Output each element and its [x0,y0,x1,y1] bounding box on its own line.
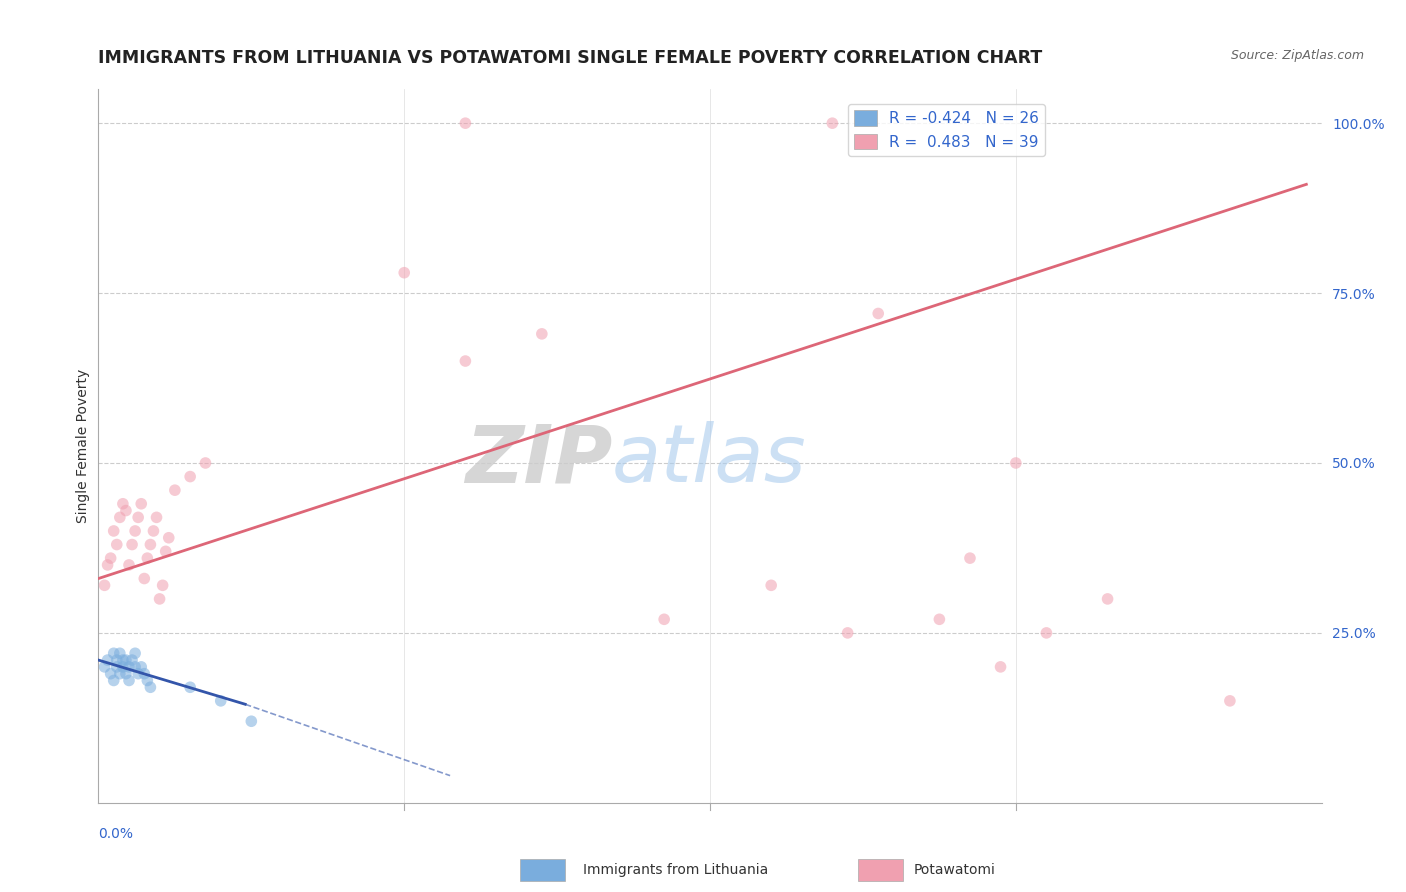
Text: Immigrants from Lithuania: Immigrants from Lithuania [583,863,769,877]
Text: IMMIGRANTS FROM LITHUANIA VS POTAWATOMI SINGLE FEMALE POVERTY CORRELATION CHART: IMMIGRANTS FROM LITHUANIA VS POTAWATOMI … [98,49,1043,67]
Point [145,510,167,524]
Point [97,653,120,667]
Y-axis label: Single Female Poverty: Single Female Poverty [76,369,90,523]
Point [155,544,177,558]
Legend: R = -0.424   N = 26, R =  0.483   N = 39: R = -0.424 N = 26, R = 0.483 N = 39 [848,104,1045,156]
Text: atlas: atlas [612,421,807,500]
Point [134,666,156,681]
Point [118,558,141,572]
Point [124,646,146,660]
Point [759,578,782,592]
Point [179,469,201,483]
Point [454,354,477,368]
Point [821,116,844,130]
Point [392,266,416,280]
Point [124,524,146,538]
Point [100,551,122,566]
Point [115,666,138,681]
Point [93,660,115,674]
Text: 0.0%: 0.0% [98,828,134,841]
Point [240,714,263,729]
Point [1004,456,1026,470]
Point [111,653,134,667]
Point [124,660,146,674]
Point [1219,694,1241,708]
Point [108,510,131,524]
Point [209,694,232,708]
Point [127,666,149,681]
Point [652,612,675,626]
Point [152,578,174,592]
Point [136,673,159,688]
Point [105,660,128,674]
Point [111,660,134,674]
Point [100,666,122,681]
Point [134,572,156,586]
Point [118,673,141,688]
Point [149,591,172,606]
Point [105,653,128,667]
Point [179,680,201,694]
Point [129,660,152,674]
Point [97,558,120,572]
Point [108,666,131,681]
Point [142,524,165,538]
Point [103,646,125,660]
Point [121,537,143,551]
Text: ZIP: ZIP [465,421,612,500]
Point [139,680,162,694]
Point [93,578,115,592]
Point [118,660,141,674]
Point [103,524,125,538]
Point [103,673,125,688]
Point [990,660,1012,674]
Point [837,626,859,640]
Point [454,116,477,130]
Point [136,551,159,566]
Point [868,306,890,320]
Point [111,497,134,511]
Point [959,551,981,566]
Point [127,510,149,524]
Point [1035,626,1057,640]
Text: Source: ZipAtlas.com: Source: ZipAtlas.com [1230,49,1364,62]
Point [139,537,162,551]
Point [108,646,131,660]
Point [530,326,553,341]
Point [115,653,138,667]
Point [157,531,180,545]
Point [115,503,138,517]
Text: Potawatomi: Potawatomi [914,863,995,877]
Point [163,483,186,498]
Point [105,537,128,551]
Point [121,653,143,667]
Point [1097,591,1119,606]
Point [928,612,950,626]
Point [129,497,152,511]
Point [194,456,217,470]
